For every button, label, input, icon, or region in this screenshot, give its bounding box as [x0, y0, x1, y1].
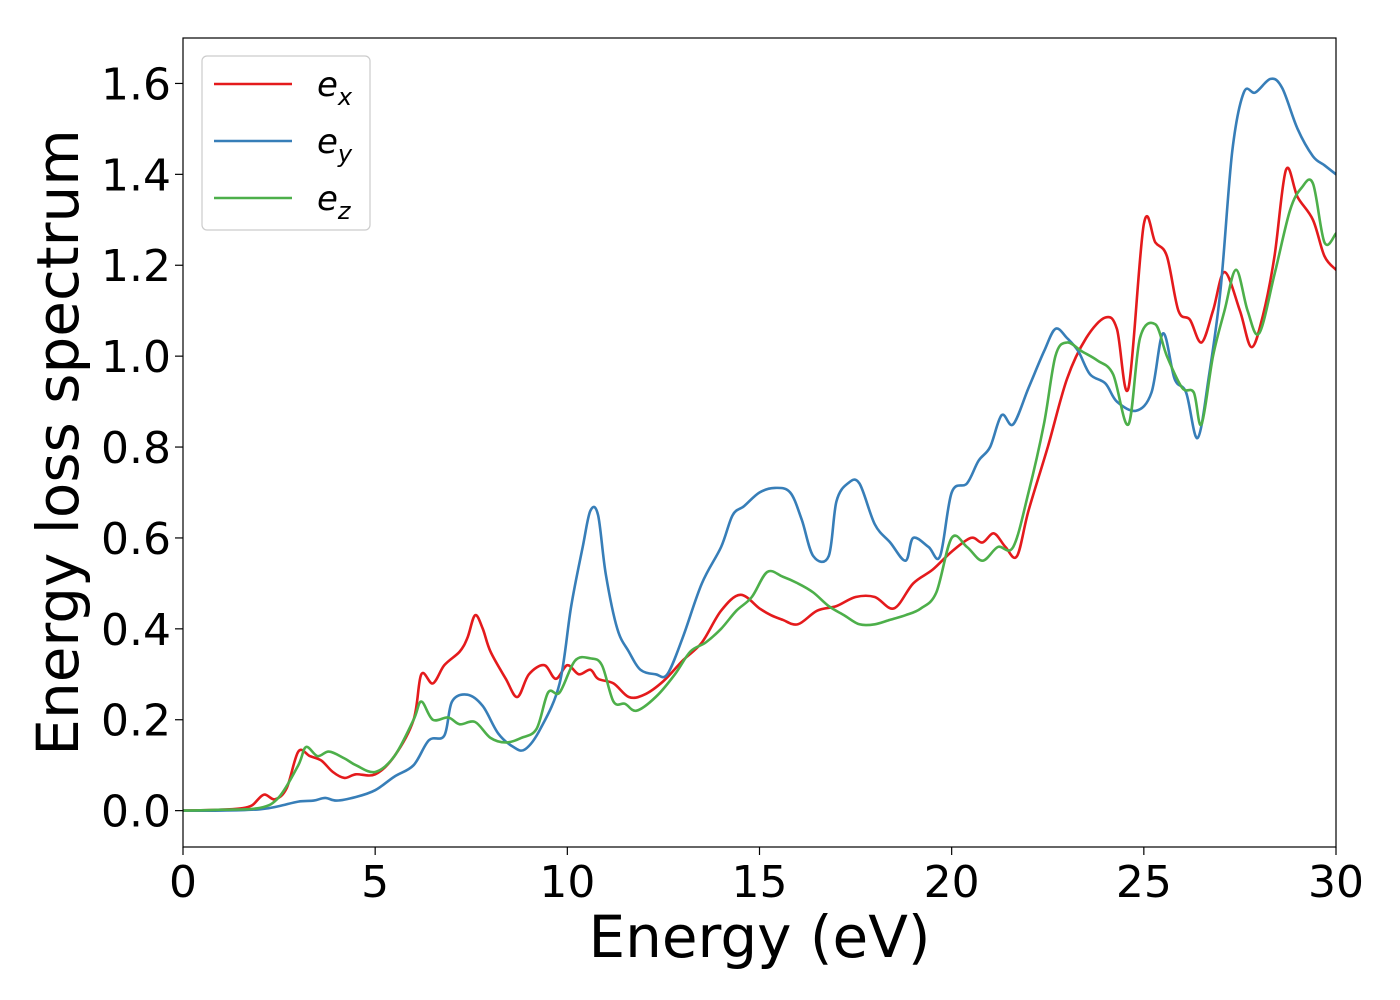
- x-tick-label: 10: [539, 857, 595, 908]
- y-axis-label: Energy loss spectrum: [24, 129, 92, 755]
- x-tick-label: 15: [732, 857, 788, 908]
- y-tick-label: 0.4: [101, 605, 171, 656]
- x-axis-ticks: 0 5 10 15 20 25 30: [169, 847, 1364, 908]
- x-axis-label: Energy (eV): [588, 903, 930, 971]
- x-tick-label: 25: [1116, 857, 1172, 908]
- y-tick-label: 1.6: [101, 59, 171, 110]
- y-tick-label: 0.8: [101, 423, 171, 474]
- x-tick-label: 0: [169, 857, 197, 908]
- y-tick-label: 1.4: [101, 150, 171, 201]
- y-tick-label: 1.0: [101, 332, 171, 383]
- series-line-ez: [183, 178, 1336, 812]
- y-tick-label: 0.0: [101, 787, 171, 838]
- series-line-ey: [183, 77, 1336, 813]
- plot-frame: [182, 37, 1337, 848]
- x-tick-label: 30: [1308, 857, 1364, 908]
- legend-box: [201, 55, 371, 231]
- y-axis-ticks: 0.0 0.2 0.4 0.6 0.8 1.0 1.2 1.4 1.6: [101, 59, 183, 838]
- y-tick-label: 0.6: [101, 514, 171, 565]
- y-tick-label: 1.2: [101, 241, 171, 292]
- x-tick-label: 20: [924, 857, 980, 908]
- series-lines: [183, 77, 1336, 813]
- y-tick-label: 0.2: [101, 696, 171, 747]
- x-tick-label: 5: [361, 857, 389, 908]
- series-line-ex: [183, 166, 1336, 812]
